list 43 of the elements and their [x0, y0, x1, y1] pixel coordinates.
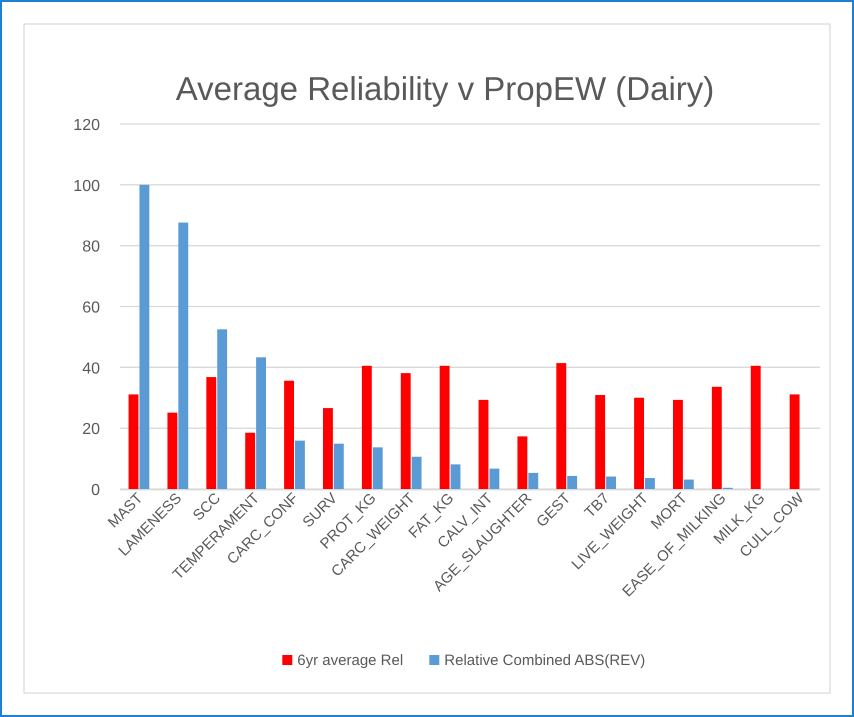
bar [595, 395, 606, 489]
bar [489, 468, 500, 489]
bar [372, 447, 383, 489]
bar [606, 476, 616, 489]
bar [217, 329, 228, 489]
bar [478, 400, 488, 489]
y-tick-label: 20 [82, 421, 100, 438]
y-tick-label: 120 [73, 117, 100, 134]
bar [295, 440, 305, 489]
bar [334, 444, 344, 489]
bar [567, 476, 578, 489]
chart-title: Average Reliability v PropEW (Dairy) [176, 70, 714, 107]
bar [139, 184, 150, 489]
bar [750, 366, 761, 489]
y-tick-label: 0 [91, 482, 100, 499]
bar [634, 398, 644, 489]
bar [450, 464, 460, 489]
bar [528, 472, 538, 489]
bar [440, 366, 450, 489]
y-tick-label: 80 [82, 238, 100, 256]
bar [284, 380, 294, 489]
bar [256, 357, 266, 489]
bar [167, 412, 178, 489]
y-tick-label: 60 [82, 300, 100, 316]
bar [673, 400, 683, 489]
bar [645, 478, 655, 489]
bar [245, 432, 256, 489]
y-tick-label: 40 [82, 360, 100, 378]
bar [712, 386, 722, 489]
bar [128, 394, 138, 489]
bar [684, 480, 694, 489]
y-tick-label: 100 [73, 178, 100, 195]
bar [517, 436, 528, 489]
bar [400, 373, 411, 489]
bar [206, 377, 216, 489]
legend-label: 6yr average Rel [297, 652, 404, 669]
bar [362, 366, 372, 489]
legend-label: Relative Combined ABS(REV) [444, 652, 646, 669]
bar [323, 408, 333, 489]
bar [178, 222, 188, 489]
bar [790, 394, 800, 489]
bar [556, 363, 566, 489]
bar [412, 456, 422, 489]
